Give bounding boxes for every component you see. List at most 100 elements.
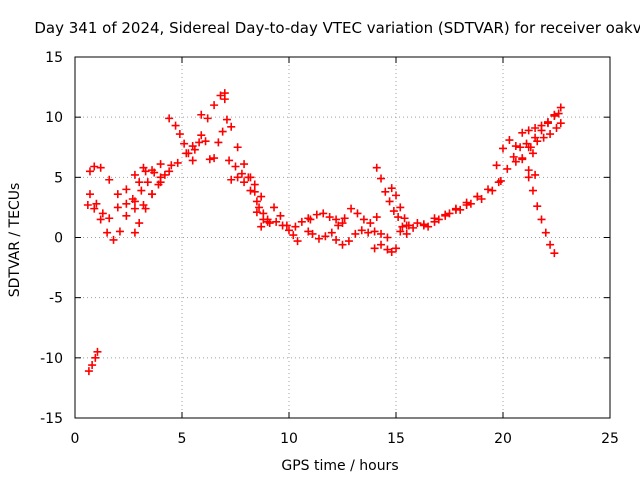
y-tick-labels: -15 -10 -5 0 5 10 15 <box>40 50 63 427</box>
series-evening-spike <box>372 163 411 238</box>
data-point <box>499 144 507 153</box>
data-point <box>511 142 520 151</box>
data-point <box>516 143 525 152</box>
data-point <box>466 199 475 208</box>
data-point <box>88 361 97 370</box>
data-point <box>165 114 174 123</box>
x-axis-label: GPS time / hours <box>281 458 398 474</box>
data-point <box>135 178 144 187</box>
data-point <box>509 152 518 161</box>
data-point <box>338 240 347 249</box>
series-night-high-d <box>526 119 565 152</box>
data-point <box>319 209 328 218</box>
data-point <box>518 154 527 163</box>
data-point <box>383 245 392 254</box>
y-tick-label: -15 <box>40 411 63 427</box>
data-point <box>357 226 366 235</box>
y-tick-label: -5 <box>49 291 63 307</box>
data-point <box>533 202 542 211</box>
data-point <box>122 199 131 208</box>
series-isolated-dip <box>84 347 102 376</box>
data-point <box>291 222 300 231</box>
data-point <box>383 233 392 242</box>
data-point <box>233 143 242 152</box>
data-point <box>141 167 150 176</box>
data-point <box>113 203 122 212</box>
series-morning-peak-b <box>190 89 229 154</box>
x-tick-label: 5 <box>178 431 187 447</box>
data-point <box>197 131 206 140</box>
grid-lines <box>75 57 610 418</box>
data-point <box>255 203 264 212</box>
series-midday-descent-c <box>227 173 272 226</box>
data-point <box>276 211 285 220</box>
data-point <box>130 204 139 213</box>
data-point <box>531 123 540 132</box>
data-point <box>252 197 261 206</box>
y-tick-label: 0 <box>54 231 63 247</box>
data-point <box>546 240 555 249</box>
data-point <box>338 219 347 228</box>
data-point <box>327 228 336 237</box>
series-evening-spike-b <box>387 184 413 230</box>
data-point <box>272 217 281 226</box>
data-point <box>392 191 400 200</box>
data-point <box>370 244 379 253</box>
data-point <box>197 110 206 119</box>
data-point <box>385 197 394 206</box>
data-point <box>441 211 450 220</box>
data-point <box>434 215 443 224</box>
data-point <box>160 170 169 179</box>
data-point <box>413 219 422 228</box>
data-point <box>537 215 546 224</box>
data-point <box>141 204 150 213</box>
y-axis-label: SDTVAR / TECUs <box>7 183 23 298</box>
series-morning-peak-a <box>165 114 197 165</box>
data-point <box>222 115 231 124</box>
data-point <box>156 173 165 182</box>
data-point <box>325 213 334 222</box>
data-point <box>122 185 131 194</box>
data-point <box>496 176 505 185</box>
series-midday-descent-a <box>220 95 264 212</box>
data-point <box>92 199 101 208</box>
data-point <box>156 160 165 169</box>
data-point <box>526 143 535 152</box>
data-point <box>85 190 94 199</box>
data-point <box>93 347 102 356</box>
data-point <box>91 353 100 362</box>
data-point <box>528 149 537 158</box>
data-point <box>105 175 114 184</box>
chart-title: Day 341 of 2024, Sidereal Day-to-day VTE… <box>34 19 640 37</box>
series-night-drop <box>524 173 559 258</box>
data-point <box>184 149 193 158</box>
series-early-loop-e <box>130 160 165 206</box>
series-midday-low-a <box>252 208 313 235</box>
data-point <box>297 217 306 226</box>
data-point <box>98 209 107 218</box>
y-tick-label: 15 <box>45 50 63 66</box>
data-point <box>396 203 405 212</box>
data-point <box>252 208 261 217</box>
data-point <box>214 138 223 147</box>
data-point <box>503 164 512 173</box>
data-point <box>398 222 407 231</box>
data-point <box>402 229 411 238</box>
data-point <box>180 139 189 148</box>
data-point <box>537 121 546 130</box>
data-point <box>244 173 253 182</box>
data-point <box>524 173 533 182</box>
data-point <box>321 232 330 241</box>
data-point <box>400 214 409 223</box>
data-point <box>203 114 212 123</box>
data-point <box>103 228 112 237</box>
data-point <box>524 126 533 135</box>
data-point <box>148 190 157 199</box>
data-point <box>402 221 411 230</box>
data-point <box>231 162 240 171</box>
series-morning-peak-c <box>197 110 231 164</box>
data-points <box>83 89 565 376</box>
series-midday-low-b <box>257 203 302 246</box>
data-point <box>173 158 182 167</box>
